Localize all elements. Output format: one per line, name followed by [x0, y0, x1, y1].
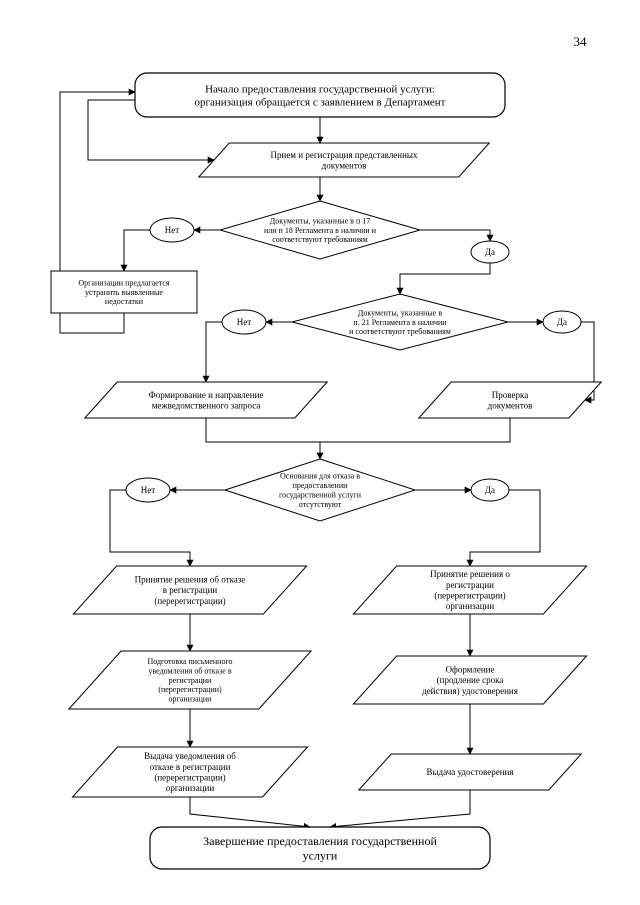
svg-text:устранить выявленные: устранить выявленные [85, 288, 163, 297]
svg-text:регистрации: регистрации [446, 580, 494, 590]
svg-text:уведомления об отказе в: уведомления об отказе в [148, 666, 231, 675]
svg-text:Принятие решения о: Принятие решения о [430, 569, 510, 579]
svg-text:Начало предоставления государс: Начало предоставления государственной ус… [205, 83, 435, 95]
svg-text:Принятие решения об отказе: Принятие решения об отказе [135, 575, 246, 585]
svg-text:Да: Да [485, 485, 495, 495]
svg-text:Прием и регистрация представле: Прием и регистрация представленных [271, 150, 418, 160]
svg-text:государственной услуги: государственной услуги [279, 491, 362, 500]
svg-text:Нет: Нет [141, 485, 155, 495]
svg-text:Оформление: Оформление [445, 665, 494, 675]
svg-text:Выдача удостоверения: Выдача удостоверения [426, 767, 513, 777]
svg-text:Нет: Нет [237, 317, 251, 327]
svg-text:Документы, указанные в: Документы, указанные в [358, 308, 442, 317]
svg-text:регистрации: регистрации [169, 676, 212, 685]
svg-text:отказе в регистрации: отказе в регистрации [150, 762, 231, 772]
svg-text:действия) удостоверения: действия) удостоверения [422, 686, 518, 696]
svg-text:Документы, указанные в п 17: Документы, указанные в п 17 [270, 216, 370, 225]
svg-text:предоставлении: предоставлении [293, 481, 348, 490]
svg-text:Завершение предоставления госу: Завершение предоставления государственно… [203, 834, 437, 848]
page-number: 34 [574, 34, 588, 49]
svg-text:(перерегистрации): (перерегистрации) [154, 772, 225, 782]
svg-text:организации: организации [446, 601, 495, 611]
svg-text:(перерегистрации): (перерегистрации) [154, 596, 225, 606]
svg-text:Да: Да [557, 317, 567, 327]
svg-text:Проверка: Проверка [492, 390, 528, 400]
svg-text:Подготовка письменного: Подготовка письменного [147, 657, 232, 666]
svg-text:услуги: услуги [303, 848, 338, 862]
svg-text:Организации предлагается: Организации предлагается [78, 278, 170, 287]
svg-text:Выдача уведомления об: Выдача уведомления об [144, 751, 236, 761]
svg-text:недостатки: недостатки [105, 297, 144, 306]
svg-text:п. 21 Регламента в наличии: п. 21 Регламента в наличии [353, 318, 447, 327]
svg-text:Основания для отказа в: Основания для отказа в [280, 472, 360, 481]
svg-text:документов: документов [322, 160, 367, 170]
svg-text:Нет: Нет [165, 225, 179, 235]
svg-text:Да: Да [485, 247, 495, 257]
svg-text:организация обращается с заявл: организация обращается с заявлением в Де… [195, 96, 446, 108]
svg-text:организации: организации [166, 783, 215, 793]
svg-text:или п 18 Регламента в наличии: или п 18 Регламента в наличии и [264, 226, 377, 235]
svg-text:(перерегистрации): (перерегистрации) [158, 685, 222, 694]
svg-text:и соответствуют требованиям: и соответствуют требованиям [349, 327, 451, 336]
svg-text:документов: документов [488, 400, 533, 410]
svg-text:Формирование и направление: Формирование и направление [149, 390, 264, 400]
svg-text:(перерегистрации): (перерегистрации) [434, 590, 505, 600]
svg-text:в регистрации: в регистрации [163, 585, 218, 595]
svg-text:межведомственного запроса: межведомственного запроса [152, 400, 261, 410]
svg-text:соответствуют требованиям: соответствуют требованиям [272, 235, 367, 244]
svg-text:организации: организации [169, 695, 213, 704]
svg-text:(продление срока: (продление срока [437, 675, 504, 685]
svg-text:отсутствуют: отсутствуют [299, 500, 342, 509]
